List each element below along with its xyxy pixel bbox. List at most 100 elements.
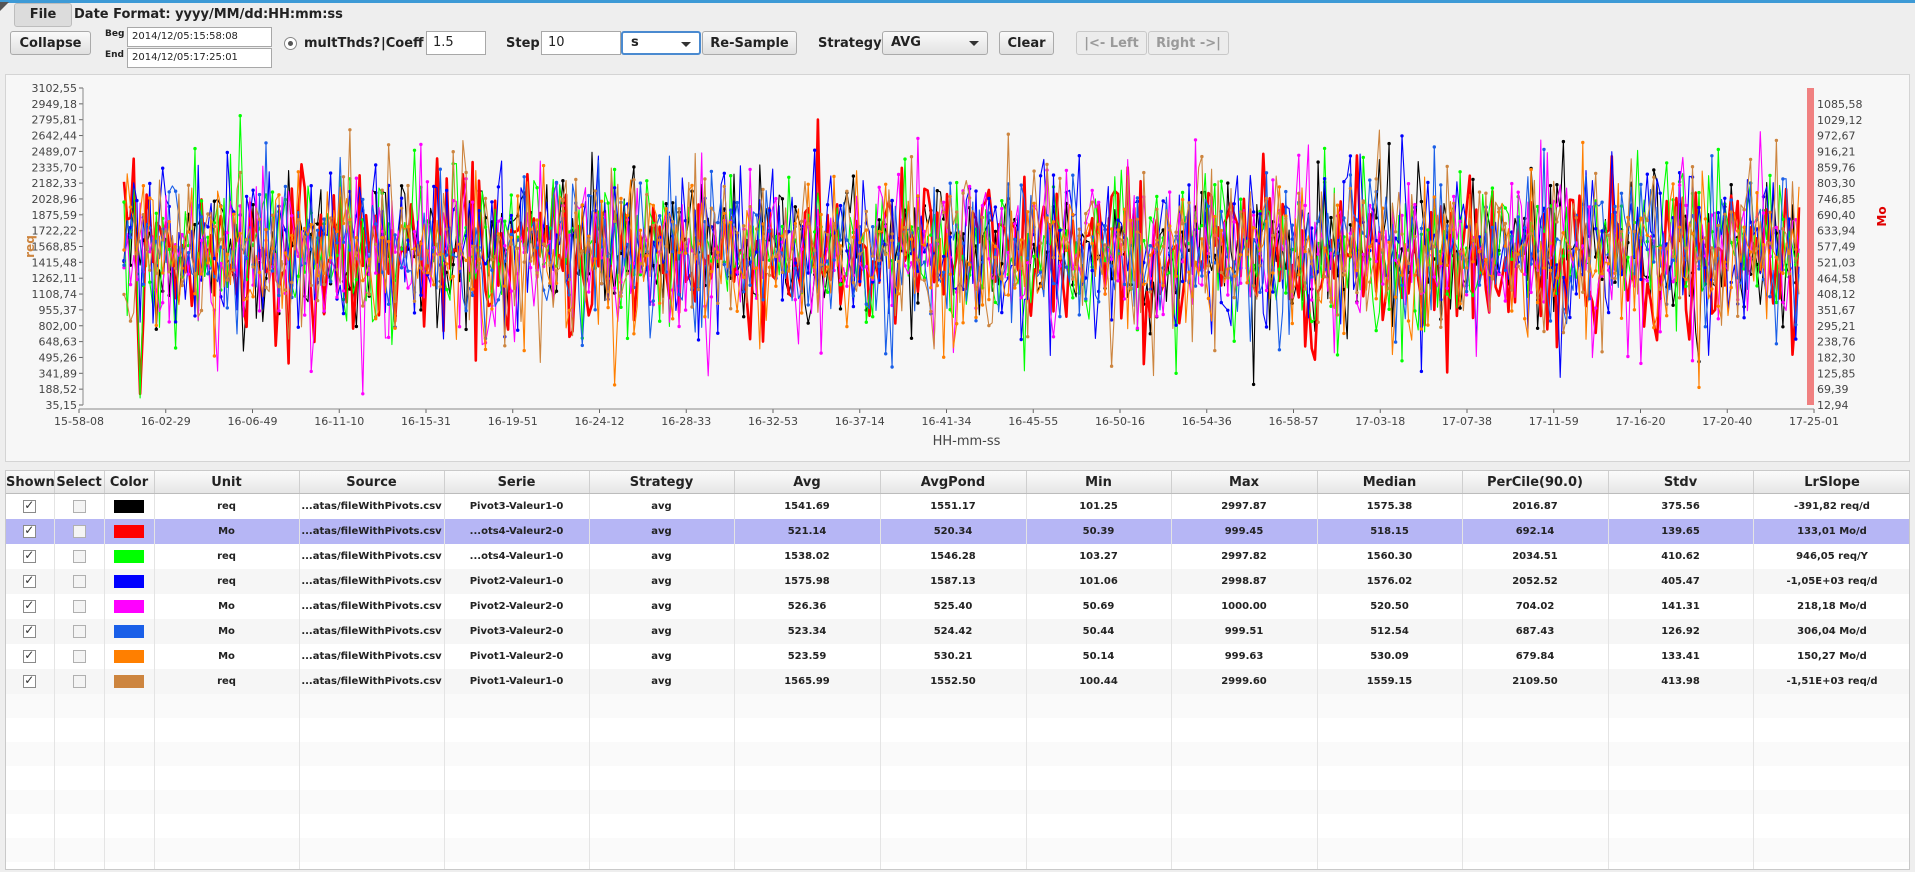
series-point [1555, 220, 1559, 224]
end-date-field[interactable]: 2014/12/05:17:25:01 [127, 48, 272, 68]
select-checkbox[interactable] [72, 650, 86, 663]
multthds-radio[interactable] [284, 37, 297, 50]
series-table[interactable]: Shown Select Color Unit Source Serie Strategy A… [5, 470, 1910, 870]
column-header-percile-90-0[interactable]: PerCile(90.0) [1462, 471, 1609, 494]
series-point [845, 324, 849, 329]
series-point [677, 292, 681, 297]
series-point [380, 236, 384, 240]
series-point [1148, 253, 1153, 257]
select-checkbox[interactable] [72, 500, 86, 513]
series-point [780, 234, 785, 238]
column-header-select[interactable]: Select [54, 471, 105, 494]
table-row[interactable]: req...atas/fileWithPivots.csvPivot2-Vale… [6, 569, 1909, 594]
table-row[interactable]: req...atas/fileWithPivots.csvPivot3-Vale… [6, 493, 1909, 519]
color-swatch[interactable] [114, 600, 144, 613]
shown-checkbox[interactable] [23, 548, 37, 563]
column-header-avgpond[interactable]: AvgPond [880, 471, 1027, 494]
table-row[interactable]: Mo...atas/fileWithPivots.csvPivot3-Valeu… [6, 619, 1909, 644]
left-button[interactable]: |<- Left [1076, 31, 1147, 55]
series-point [838, 203, 843, 208]
collapse-button[interactable]: Collapse [10, 31, 91, 55]
select-checkbox[interactable] [72, 600, 86, 613]
shown-checkbox[interactable] [23, 573, 37, 588]
column-header-strategy[interactable]: Strategy [589, 471, 735, 494]
column-header-stdv[interactable]: Stdv [1608, 471, 1754, 494]
series-point [1374, 297, 1378, 301]
column-header-min[interactable]: Min [1026, 471, 1172, 494]
table-row[interactable]: req...atas/fileWithPivots.csvPivot1-Vale… [6, 669, 1909, 694]
series-point [929, 243, 933, 247]
shown-checkbox[interactable] [23, 648, 37, 663]
series-point [554, 289, 559, 293]
series-point [1490, 186, 1495, 190]
color-swatch[interactable] [114, 500, 144, 513]
color-swatch[interactable] [114, 550, 144, 563]
series-point [122, 248, 126, 252]
table-row[interactable]: Mo...atas/fileWithPivots.csvPivot1-Valeu… [6, 644, 1909, 669]
series-point [1568, 315, 1572, 320]
series-point [535, 246, 539, 250]
line-chart[interactable]: 3102,55 2949,18 2795,81 2642,44 2489,07 2335,… [6, 75, 1911, 463]
series-point [1490, 225, 1495, 230]
shown-checkbox[interactable] [23, 523, 37, 538]
select-checkbox[interactable] [72, 625, 86, 638]
series-point [412, 247, 417, 251]
shown-checkbox[interactable] [23, 673, 37, 688]
begin-date-field[interactable]: 2014/12/05:15:58:08 [127, 27, 272, 47]
series-point [1342, 180, 1346, 184]
series-point [1600, 272, 1604, 276]
column-header-source[interactable]: Source [299, 471, 445, 494]
select-checkbox[interactable] [72, 525, 86, 538]
table-row[interactable]: Mo...atas/fileWithPivots.csv...ots4-Vale… [6, 519, 1909, 544]
column-header-avg[interactable]: Avg [734, 471, 881, 494]
right-button[interactable]: Right ->| [1148, 31, 1229, 55]
cell-unit: req [154, 544, 300, 569]
step-field[interactable]: 10 [541, 31, 621, 55]
chart-panel[interactable]: 3102,55 2949,18 2795,81 2642,44 2489,07 2335,… [5, 74, 1910, 462]
series-point [1155, 314, 1159, 318]
cell-strategy: avg [589, 594, 735, 619]
select-checkbox[interactable] [72, 550, 86, 563]
shown-checkbox[interactable] [23, 598, 37, 613]
table-row[interactable]: Mo...atas/fileWithPivots.csvPivot2-Valeu… [6, 594, 1909, 619]
y-left-tick-label: 188,52 [39, 383, 78, 396]
column-header-lrslope[interactable]: LrSlope [1753, 471, 1909, 494]
resample-button[interactable]: Re-Sample [702, 31, 797, 55]
column-header-median[interactable]: Median [1317, 471, 1463, 494]
strategy-select[interactable]: AVG [882, 31, 988, 55]
column-header-unit[interactable]: Unit [154, 471, 300, 494]
step-unit-select[interactable]: s [621, 31, 701, 55]
color-swatch[interactable] [114, 625, 144, 638]
file-menu[interactable]: File [14, 3, 72, 27]
clear-button[interactable]: Clear [999, 31, 1054, 55]
series-point [341, 175, 346, 179]
color-swatch[interactable] [114, 525, 144, 538]
coeff-field[interactable]: 1.5 [426, 31, 486, 55]
shown-checkbox[interactable] [23, 498, 37, 513]
series-point [212, 274, 217, 279]
color-swatch[interactable] [114, 650, 144, 663]
x-tick-label: 17-16-20 [1616, 415, 1666, 428]
series-point [1581, 244, 1585, 248]
column-header-max[interactable]: Max [1171, 471, 1318, 494]
series-point [806, 222, 810, 226]
series-point [406, 286, 410, 290]
select-checkbox[interactable] [72, 675, 86, 688]
table-row[interactable]: req...atas/fileWithPivots.csv...ots4-Val… [6, 544, 1909, 569]
column-header-shown[interactable]: Shown [6, 471, 55, 494]
shown-checkbox[interactable] [23, 623, 37, 638]
series-point [1026, 335, 1030, 339]
select-checkbox[interactable] [72, 575, 86, 588]
series-point [1413, 202, 1417, 207]
series-point [619, 305, 623, 309]
column-header-color[interactable]: Color [104, 471, 155, 494]
y-right-tick-label: 408,12 [1817, 288, 1856, 301]
series-point [399, 184, 404, 188]
color-swatch[interactable] [114, 575, 144, 588]
series-point [135, 252, 139, 256]
series-point [361, 304, 365, 308]
color-swatch[interactable] [114, 675, 144, 688]
cell-lrslope: -1,51E+03 req/d [1753, 669, 1909, 694]
series-point [154, 327, 158, 331]
column-header-serie[interactable]: Serie [444, 471, 590, 494]
